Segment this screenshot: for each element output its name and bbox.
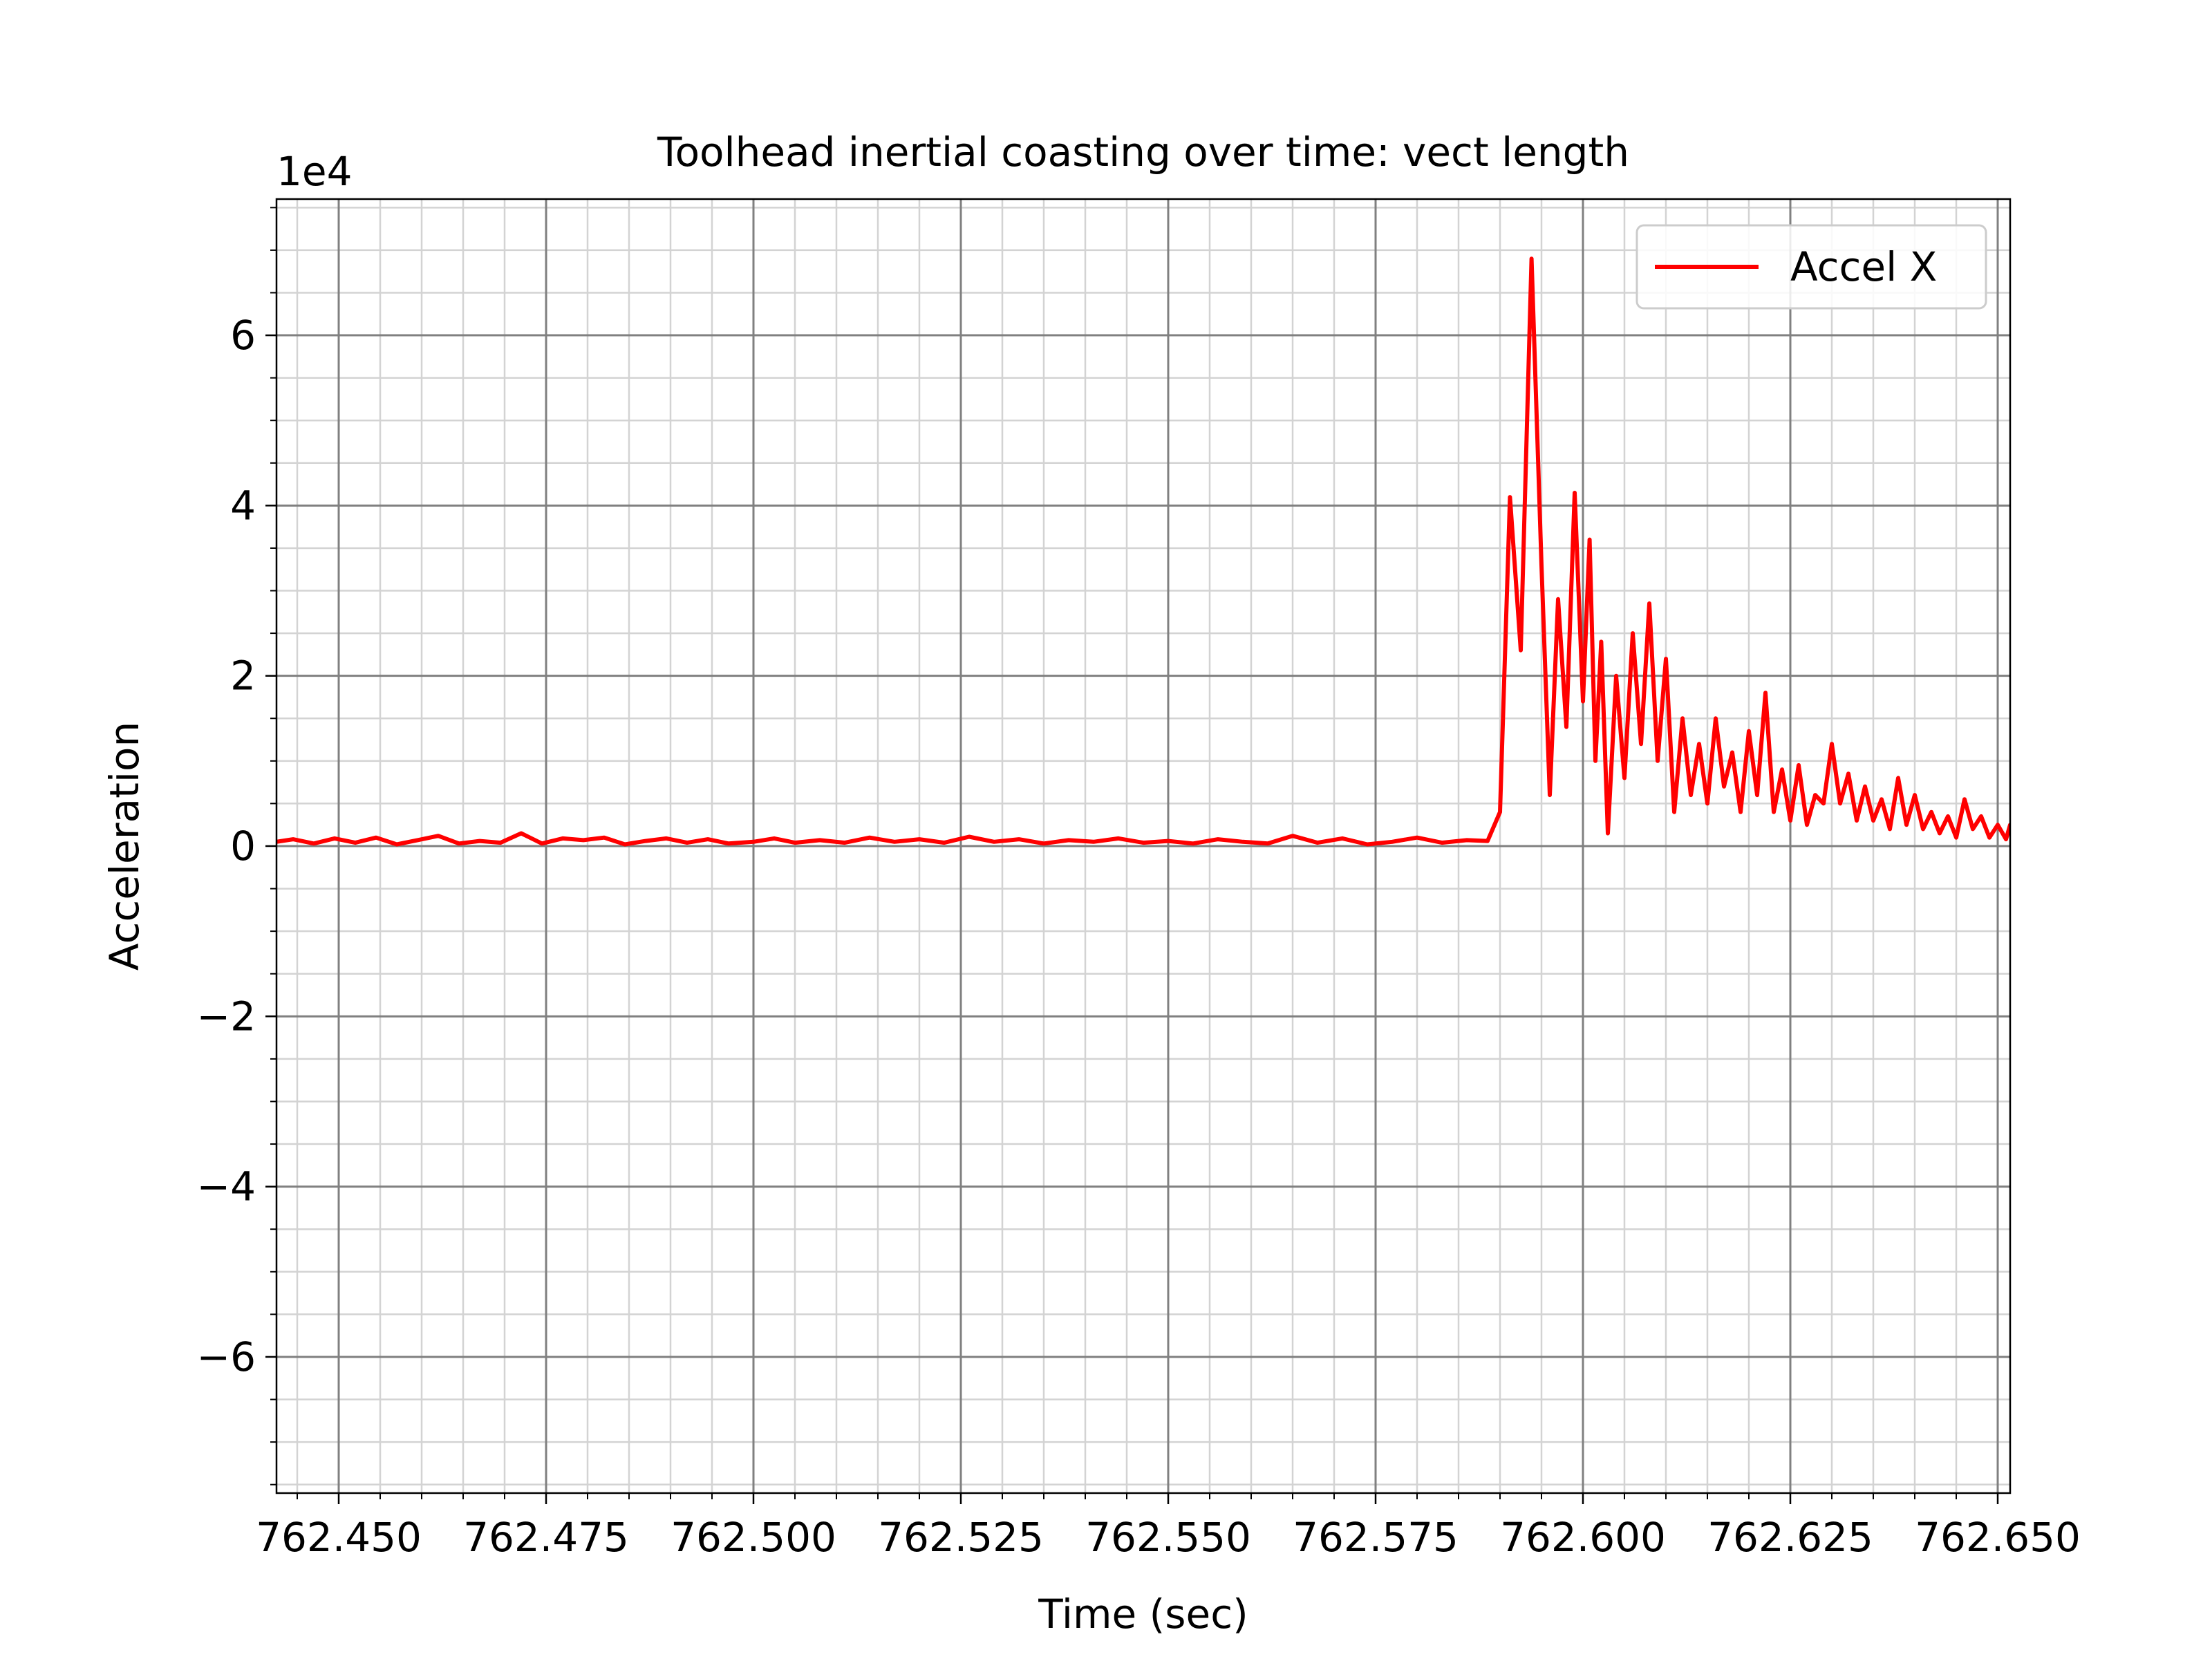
y-tick-label: −6 [197, 1333, 256, 1380]
y-tick-label: 2 [230, 653, 256, 700]
x-tick-label: 762.450 [256, 1514, 422, 1561]
series-line-accel-x [276, 256, 2010, 847]
x-tick-label: 762.475 [463, 1514, 629, 1561]
major-grid [276, 199, 2010, 1493]
x-tick-label: 762.600 [1500, 1514, 1666, 1561]
x-axis: 762.450 762.475 762.500 762.525 762.550 762.5… [256, 1493, 2081, 1561]
x-tick-label: 762.500 [671, 1514, 836, 1561]
x-axis-label: Time (sec) [1038, 1591, 1248, 1638]
x-tick-label: 762.650 [1915, 1514, 2081, 1561]
x-tick-label: 762.625 [1707, 1514, 1873, 1561]
chart-title: Toolhead inertial coasting over time: ve… [657, 129, 1629, 176]
legend-box [1635, 224, 1987, 310]
x-tick-label: 762.550 [1085, 1514, 1251, 1561]
y-axis-label: Acceleration [101, 722, 148, 971]
y-tick-label: 4 [230, 482, 256, 529]
y-tick-label: −2 [197, 993, 256, 1040]
y-offset-label: 1e4 [276, 148, 353, 195]
y-tick-label: −4 [197, 1163, 256, 1210]
x-tick-label: 762.575 [1293, 1514, 1459, 1561]
y-axis: −6 −4 −2 0 2 4 6 [197, 207, 276, 1485]
legend: Accel X [1635, 224, 1987, 310]
series-layer [276, 256, 2010, 847]
y-tick-label: 6 [230, 312, 256, 359]
x-tick-label: 762.525 [878, 1514, 1044, 1561]
legend-label-accel-x: Accel X [1790, 243, 1937, 290]
y-tick-label: 0 [230, 823, 256, 870]
